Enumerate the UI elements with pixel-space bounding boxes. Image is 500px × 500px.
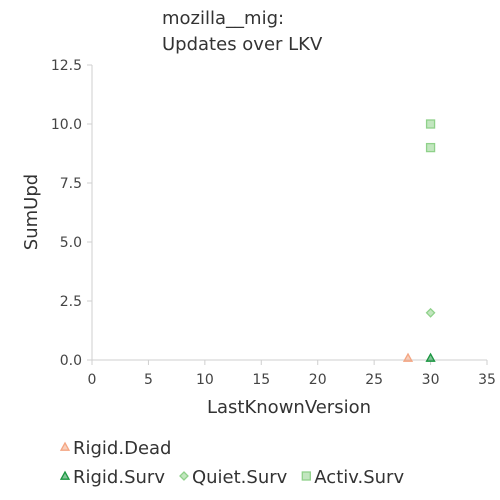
x-axis-label: LastKnownVersion (207, 397, 371, 418)
x-tick-label: 20 (309, 372, 327, 388)
legend: Rigid.Dead Rigid.Surv Quiet.Surv Activ.Surv (59, 438, 404, 488)
x-tick-label: 25 (365, 372, 383, 388)
x-tick-label: 35 (478, 372, 496, 388)
legend-label-activ-surv: Activ.Surv (314, 467, 404, 488)
legend-marker-rigid-dead (59, 441, 71, 451)
y-tick-label: 2.5 (60, 294, 82, 310)
chart-subtitle: Updates over LKV (162, 34, 323, 55)
x-tick-label: 5 (144, 372, 153, 388)
y-axis-label: SumUpd (21, 174, 42, 250)
x-tick-label: 10 (196, 372, 214, 388)
y-tick-label: 7.5 (60, 176, 82, 192)
legend-marker-rigid-surv (59, 470, 71, 480)
chart-title: mozilla__mig: (162, 8, 284, 29)
x-tick-label: 0 (88, 372, 97, 388)
legend-label-rigid-dead: Rigid.Dead (73, 438, 171, 459)
y-tick-label: 12.5 (51, 58, 82, 74)
x-tick-label: 15 (252, 372, 270, 388)
data-point-quiet-surv (425, 307, 436, 318)
data-point-activ-surv (425, 142, 436, 153)
legend-label-quiet-surv: Quiet.Surv (192, 467, 288, 488)
data-point-rigid-surv (425, 352, 436, 362)
plot-area: 0 5 10 15 20 25 30 35 0.0 2.5 5.0 7.5 10.0 12.5 (51, 58, 496, 388)
x-tick-label: 30 (422, 372, 440, 388)
y-tick-label: 10.0 (51, 117, 82, 133)
data-point-activ-surv (425, 119, 436, 129)
y-tick-label: 0.0 (60, 353, 82, 369)
legend-label-rigid-surv: Rigid.Surv (73, 467, 165, 488)
legend-marker-activ-surv (301, 471, 311, 481)
data-point-rigid-dead (402, 352, 414, 362)
legend-marker-quiet-surv (179, 471, 189, 481)
y-tick-label: 5.0 (60, 235, 82, 251)
